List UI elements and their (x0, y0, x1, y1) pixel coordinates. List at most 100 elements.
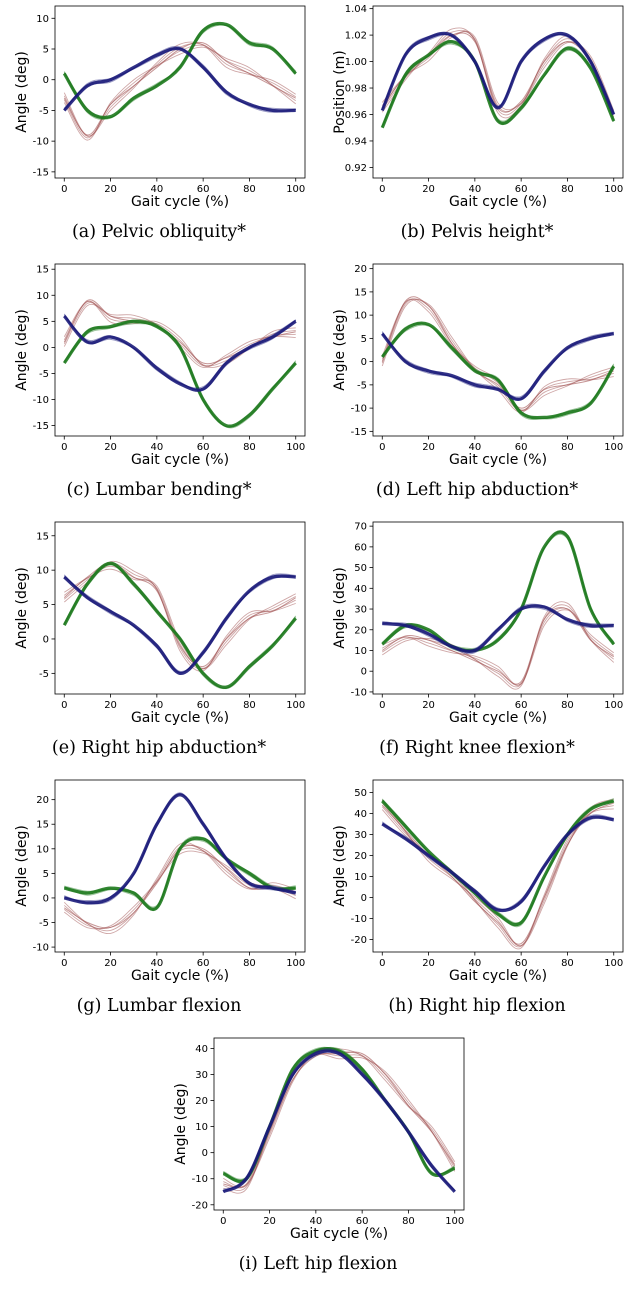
y-tick-label: 50 (354, 563, 367, 574)
y-tick-label: -15 (33, 421, 49, 432)
series-green-trial-line (381, 322, 615, 420)
y-tick-label: 0 (361, 893, 367, 904)
y-tick-label: 10 (354, 311, 367, 322)
series-green-trial-line (63, 24, 297, 120)
y-tick-label: 0 (202, 1148, 208, 1159)
x-axis-label: Gait cycle (%) (449, 968, 547, 984)
series-green-d (381, 321, 616, 420)
axes-frame (54, 5, 306, 179)
x-tick-label: 80 (243, 700, 256, 711)
y-axis-label: Angle (deg) (14, 51, 30, 133)
x-tick-label: 60 (515, 442, 528, 453)
x-tick-label: 60 (515, 184, 528, 195)
panel-b: 0 20 40 60 80 100 0.92 0.94 0.96 0.98 1.00 1.02 1.04… (318, 0, 636, 258)
x-tick-label: 80 (561, 958, 574, 969)
series-blue-mean-line (382, 604, 614, 653)
x-tick-label: 100 (286, 958, 305, 969)
x-tick-label: 20 (104, 442, 117, 453)
series-red-mean-line (63, 41, 296, 136)
series-red-mean-line (381, 296, 614, 409)
panel-h: 0 20 40 60 80 100 -20 -10 0 10 20 30 40 50 Gait cycle … (318, 774, 636, 1032)
plot-f: 0 20 40 60 80 100 -10 0 10 20 30 40 50 60 70 Gait cycle… (332, 521, 624, 726)
x-tick-label: 60 (356, 1216, 369, 1227)
y-tick-label: 0 (43, 634, 49, 645)
series-blue-mean-line (63, 46, 296, 113)
caption-h: (h) Right hip flexion (388, 996, 566, 1016)
y-tick-label: 0.94 (345, 136, 367, 147)
x-tick-label: 100 (286, 442, 305, 453)
x-tick-label: 60 (515, 700, 528, 711)
y-tick-label: 10 (354, 872, 367, 883)
y-tick-label: 15 (36, 820, 49, 831)
plot-h: 0 20 40 60 80 100 -20 -10 0 10 20 30 40 50 Gait cycle … (332, 779, 624, 984)
y-tick-label: -15 (351, 427, 367, 438)
y-tick-label: 60 (354, 542, 367, 553)
series-red-mean-line (223, 1051, 456, 1189)
y-tick-label: -10 (33, 137, 49, 148)
x-axis-label: Gait cycle (%) (449, 194, 547, 210)
x-tick-label: 0 (61, 442, 67, 453)
x-tick-label: 80 (402, 1216, 415, 1227)
series-red-trial-line (63, 303, 296, 368)
series-blue-trial-line (223, 1050, 456, 1192)
series-blue-c (63, 313, 297, 392)
chart-e: 0 20 40 60 80 100 -5 0 5 10 15 Gait cycle (%) Angle … (14, 521, 306, 726)
x-tick-label: 100 (604, 184, 623, 195)
series-red-trial-line (223, 1047, 456, 1188)
y-axis-label: Angle (deg) (14, 567, 30, 649)
series-red-trial-line (382, 604, 615, 688)
chart-f: 0 20 40 60 80 100 -10 0 10 20 30 40 50 60 70 Gait cycle… (332, 521, 624, 726)
y-tick-label: -5 (39, 106, 49, 117)
y-tick-label: 15 (36, 265, 49, 276)
series-red-trial-line (381, 31, 615, 114)
series-green-mean-line (62, 319, 297, 428)
x-tick-label: 40 (150, 184, 163, 195)
series-blue-trial-line (222, 1051, 456, 1193)
caption-a: (a) Pelvic obliquity* (71, 222, 247, 242)
y-tick-label: 10 (195, 1122, 208, 1133)
series-blue-f (382, 603, 614, 655)
series-green-a (62, 21, 297, 121)
y-tick-label: -10 (351, 404, 367, 415)
series-green-c (62, 319, 297, 429)
caption-g: (g) Lumbar flexion (76, 996, 242, 1016)
y-tick-label: 20 (354, 851, 367, 862)
chart-g: 0 20 40 60 80 100 -10 -5 0 5 10 15 20 Gait cycle (%) A… (14, 779, 306, 984)
plot-b: 0 20 40 60 80 100 0.92 0.94 0.96 0.98 1.00 1.02 1.04… (332, 4, 624, 210)
x-tick-label: 0 (379, 184, 385, 195)
y-tick-label: 10 (36, 14, 49, 25)
x-tick-label: 0 (379, 700, 385, 711)
series-green-trial-line (63, 23, 297, 119)
y-tick-label: -5 (39, 669, 49, 680)
series-blue-e (63, 573, 296, 675)
series-red-trial-line (381, 298, 614, 411)
x-tick-label: 20 (104, 184, 117, 195)
series-blue-mean-line (380, 31, 616, 116)
y-tick-label: -10 (192, 1174, 208, 1185)
plot-a: 0 20 40 60 80 100 -15 -10 -5 0 5 10 Gait cycle (%) An… (14, 5, 306, 210)
y-tick-label: -15 (33, 167, 49, 178)
x-tick-label: 100 (604, 700, 623, 711)
series-red-trial-line (223, 1053, 456, 1194)
y-axis-label: Angle (deg) (173, 1083, 189, 1165)
x-tick-label: 80 (561, 442, 574, 453)
series-green-mean-line (62, 561, 297, 689)
axes-frame (372, 5, 624, 179)
series-blue-trial-line (382, 817, 614, 911)
chart-c: 0 20 40 60 80 100 -15 -10 -5 0 5 10 15 Gait cycle (%)… (14, 263, 306, 468)
y-tick-label: 0 (43, 75, 49, 86)
series-blue-trial-line (382, 816, 614, 911)
axes-frame (372, 521, 624, 695)
series-blue-d (381, 331, 615, 401)
y-tick-label: 15 (36, 531, 49, 542)
y-axis-label: Angle (deg) (332, 825, 348, 907)
series-green-mean-line (381, 799, 615, 927)
x-tick-label: 40 (150, 442, 163, 453)
series-blue-trial-line (223, 1048, 456, 1191)
x-tick-label: 20 (422, 958, 435, 969)
x-tick-label: 60 (515, 958, 528, 969)
y-tick-label: 40 (195, 1044, 208, 1055)
x-tick-label: 80 (561, 184, 574, 195)
axes-frame (54, 263, 306, 437)
x-tick-label: 60 (197, 184, 210, 195)
